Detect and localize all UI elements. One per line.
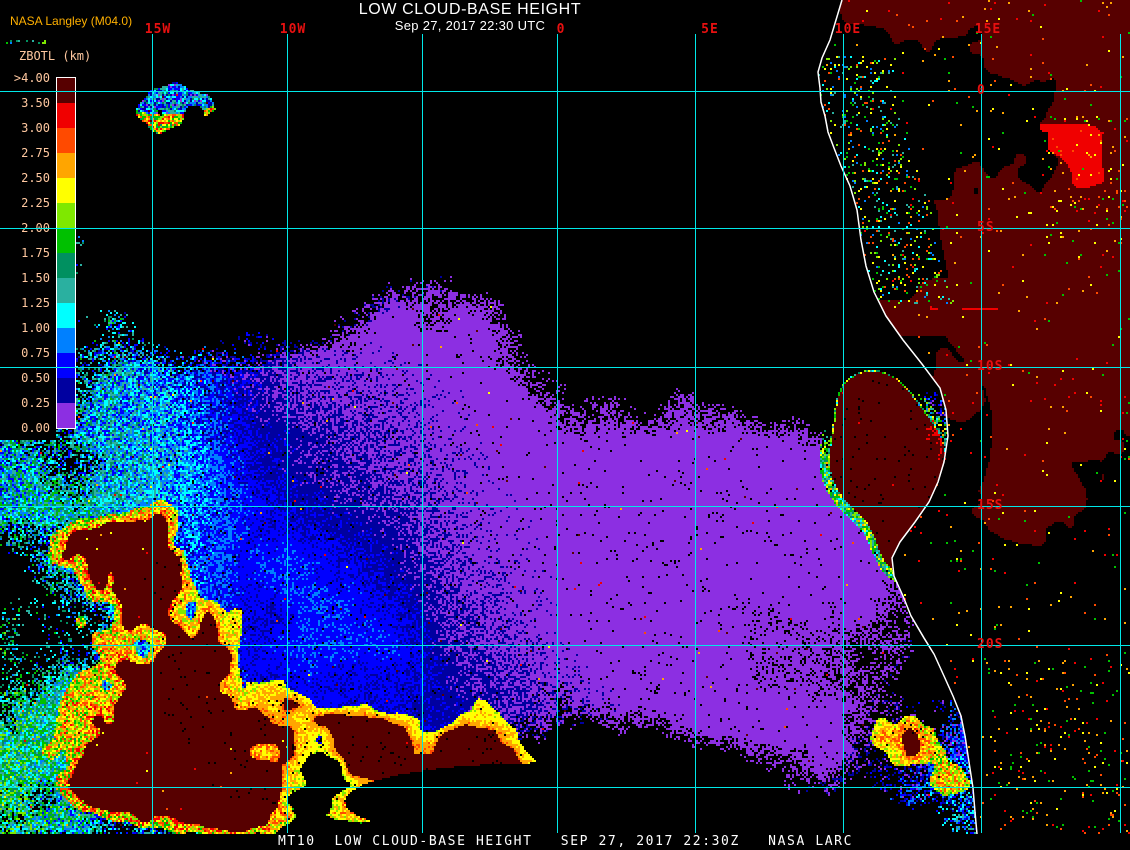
lon-label: 15W xyxy=(144,22,172,37)
lat-label: 0 xyxy=(977,83,986,98)
colorbar-tick-label: 3.00 xyxy=(21,121,50,135)
graticule-parallel xyxy=(0,506,1130,507)
colorbar-tick-label: 0.50 xyxy=(21,371,50,385)
colorbar-segment xyxy=(57,253,75,278)
colorbar-tick-label: 2.75 xyxy=(21,146,50,160)
colorbar-segment xyxy=(57,303,75,328)
graticule-parallel xyxy=(0,228,1130,229)
colorbar-tick-label: 1.50 xyxy=(21,271,50,285)
colorbar-tick-label: 1.00 xyxy=(21,321,50,335)
colorbar-tick-label: 0.00 xyxy=(21,421,50,435)
colorbar-tick-label: 1.75 xyxy=(21,246,50,260)
colorbar-segment xyxy=(57,328,75,353)
graticule-meridian xyxy=(287,34,288,833)
colorbar-tick-label: 0.25 xyxy=(21,396,50,410)
colorbar-segment xyxy=(57,378,75,403)
status-text: MT10 LOW CLOUD-BASE HEIGHT SEP 27, 2017 … xyxy=(278,834,854,849)
colorbar-background xyxy=(0,44,56,440)
lat-label: 20S xyxy=(977,637,1004,652)
colorbar-segment xyxy=(57,153,75,178)
status-bar: MT10 LOW CLOUD-BASE HEIGHT SEP 27, 2017 … xyxy=(0,834,1130,850)
lon-label: 10W xyxy=(279,22,307,37)
colorbar-segment xyxy=(57,178,75,203)
colorbar-tick-label: 0.75 xyxy=(21,346,50,360)
colorbar-segment xyxy=(57,103,75,128)
colorbar-segment xyxy=(57,128,75,153)
graticule-parallel xyxy=(0,787,1130,788)
graticule-meridian xyxy=(843,34,844,833)
graticule-meridian xyxy=(695,34,696,833)
colorbar-tick-label: >4.00 xyxy=(13,71,50,85)
colorbar-tick-label: 1.25 xyxy=(21,296,50,310)
graticule-meridian xyxy=(152,34,153,833)
colorbar-scale xyxy=(56,77,76,429)
colorbar-title: ZBOTL (km) xyxy=(19,49,92,63)
colorbar-segment xyxy=(57,203,75,228)
graticule-parallel xyxy=(0,91,1130,92)
graticule-meridian xyxy=(1120,34,1121,833)
lon-label: 5E xyxy=(701,22,719,37)
colorbar-tick-label: 3.50 xyxy=(21,96,50,110)
lat-label: 15S xyxy=(977,498,1004,513)
graticule-parallel xyxy=(0,645,1130,646)
lat-label: 10S xyxy=(977,359,1004,374)
colorbar-segment xyxy=(57,403,75,428)
colorbar-tick-label: 2.50 xyxy=(21,171,50,185)
graticule-meridian xyxy=(422,34,423,833)
lon-label: 10E xyxy=(834,22,862,37)
header: LOW CLOUD-BASE HEIGHT Sep 27, 2017 22:30… xyxy=(359,1,581,33)
page-title: LOW CLOUD-BASE HEIGHT xyxy=(358,1,582,18)
colorbar-tick-label: 2.25 xyxy=(21,196,50,210)
lon-label: 0 xyxy=(556,22,566,37)
source-label: NASA Langley (M04.0) xyxy=(10,14,133,28)
graticule-meridian xyxy=(557,34,558,833)
timestamp: Sep 27, 2017 22:30 UTC xyxy=(394,18,546,33)
lat-label: 5S xyxy=(977,220,995,235)
graticule-meridian xyxy=(981,34,982,833)
colorbar-segment xyxy=(57,78,75,103)
colorbar-segment xyxy=(57,228,75,253)
graticule-parallel xyxy=(0,367,1130,368)
lon-label: 15E xyxy=(974,22,1002,37)
colorbar-segment xyxy=(57,278,75,303)
colorbar-segment xyxy=(57,353,75,378)
